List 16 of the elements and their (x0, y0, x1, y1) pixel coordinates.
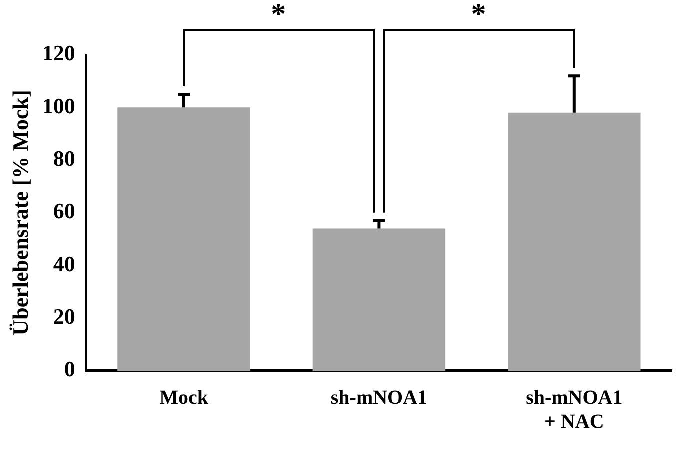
y-tick-label: 60 (53, 198, 76, 224)
x-tick-label: Mock (160, 387, 210, 410)
text: * (471, 0, 486, 32)
y-tick-label: 0 (64, 356, 76, 382)
x-tick-label: sh-mNOA1 + NAC (526, 387, 623, 434)
y-axis-title: Überlebensrate [% Mock] (8, 90, 33, 336)
bar (312, 228, 446, 371)
y-tick-label: 100 (42, 93, 76, 118)
y-tick-label: 80 (53, 146, 76, 172)
bar (118, 108, 250, 371)
y-tick-label: 40 (53, 251, 76, 276)
y-tick-label: 120 (42, 40, 76, 66)
x-tick-label: sh-mNOA1 (330, 387, 428, 410)
bar (508, 112, 641, 371)
text: * (271, 0, 286, 32)
y-tick-label: 20 (53, 304, 76, 330)
